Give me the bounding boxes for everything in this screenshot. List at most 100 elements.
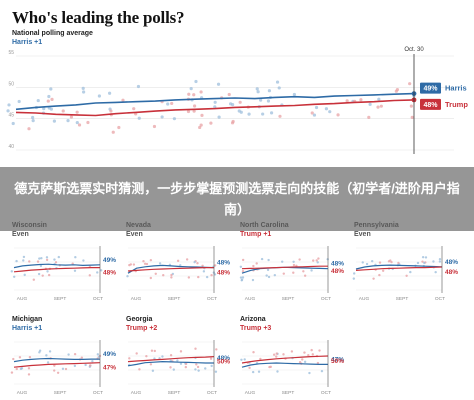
poll-dot [275, 355, 278, 358]
poll-dot [247, 112, 251, 116]
poll-dot [143, 262, 147, 265]
poll-dot [12, 357, 15, 361]
poll-dot [308, 371, 311, 375]
harris-average-line [15, 92, 415, 111]
poll-dot [117, 125, 121, 130]
wisconsin-lead: Even [12, 231, 29, 238]
poll-dot [31, 115, 35, 120]
poll-dot [238, 100, 242, 104]
poll-dot [255, 87, 259, 91]
poll-dot [137, 116, 141, 120]
poll-dot [324, 107, 329, 111]
poll-dot [240, 358, 243, 361]
poll-dot [359, 98, 363, 102]
poll-dot [251, 370, 255, 374]
poll-dot [170, 101, 174, 106]
poll-dot [241, 270, 245, 273]
poll-dot [128, 263, 131, 267]
poll-dot [135, 352, 138, 355]
x-tick-label: SEPT [168, 296, 181, 302]
poll-dot [53, 364, 56, 367]
poll-dot [10, 270, 13, 273]
poll-dot [41, 274, 44, 277]
poll-dot [96, 271, 99, 274]
poll-dot [423, 261, 426, 265]
harris-average-line [355, 264, 443, 270]
poll-dot [209, 121, 213, 125]
harris-end-value: 47% [331, 356, 344, 363]
georgia-lead: Trump +2 [126, 325, 158, 332]
x-tick-label: OCT [93, 296, 103, 302]
poll-dot [261, 112, 265, 116]
poll-dot [328, 110, 332, 114]
poll-dot [229, 102, 233, 106]
poll-dot [150, 349, 154, 352]
trump-average-line [241, 355, 329, 364]
poll-dot [259, 98, 263, 102]
poll-dot [312, 259, 315, 262]
poll-dot [408, 82, 412, 86]
poll-dot [49, 107, 53, 111]
poll-dot [88, 364, 92, 367]
poll-dot [292, 263, 296, 267]
poll-dot [138, 368, 141, 371]
poll-dot [57, 255, 61, 259]
poll-dot [88, 274, 91, 277]
poll-dot [266, 268, 270, 272]
poll-dot [28, 355, 32, 359]
trump-average-line [127, 267, 214, 272]
poll-dot [82, 90, 86, 94]
poll-dot [48, 350, 52, 353]
poll-dot [52, 119, 57, 123]
poll-dot [84, 363, 87, 367]
harris-average-line [241, 362, 328, 368]
poll-dot [66, 119, 70, 123]
poll-dot [53, 258, 56, 261]
poll-dot [18, 356, 22, 359]
poll-dot [275, 352, 278, 355]
harris-series-name: Harris [445, 84, 467, 93]
georgia-chart: 48%50% AUG SEPT OCT [127, 340, 230, 396]
poll-dot [184, 362, 188, 366]
poll-dot [61, 109, 65, 113]
poll-dot [290, 350, 294, 353]
poll-dot [205, 275, 209, 279]
poll-dot [121, 98, 125, 102]
y-tick-label: 45 [8, 113, 14, 119]
poll-dot [31, 119, 35, 123]
poll-dot [179, 350, 183, 353]
poll-dot [179, 362, 183, 365]
poll-dot [424, 256, 428, 259]
poll-dot [352, 272, 356, 275]
poll-dot [97, 355, 101, 359]
poll-dot [259, 357, 262, 361]
nevada-lead: Even [126, 231, 143, 238]
michigan-chart: 49% 47% AUG SEPT OCT [10, 340, 116, 396]
poll-dot [38, 349, 42, 352]
poll-dot [69, 115, 74, 119]
poll-dot [132, 107, 136, 111]
poll-dot [316, 361, 320, 365]
poll-dot [336, 113, 340, 117]
poll-dot [303, 360, 307, 364]
poll-dot [45, 354, 48, 357]
poll-dot [210, 364, 213, 368]
poll-dot [372, 277, 375, 280]
poll-dot [230, 121, 235, 125]
poll-dot [54, 261, 58, 264]
poll-dot [311, 353, 314, 356]
poll-dot [314, 105, 319, 110]
x-tick-label: OCT [435, 296, 445, 302]
poll-dot [75, 120, 79, 125]
poll-dot [227, 92, 231, 97]
poll-dot [210, 273, 213, 277]
poll-dot [214, 370, 218, 373]
trump-end-value: 48% [445, 269, 458, 276]
poll-dot [36, 98, 40, 103]
poll-dot [252, 264, 255, 268]
poll-dot [39, 264, 43, 268]
poll-dot [202, 270, 206, 273]
trump-end-badge [420, 98, 441, 110]
poll-dot [42, 107, 46, 111]
x-tick-label: SEPT [168, 390, 181, 396]
